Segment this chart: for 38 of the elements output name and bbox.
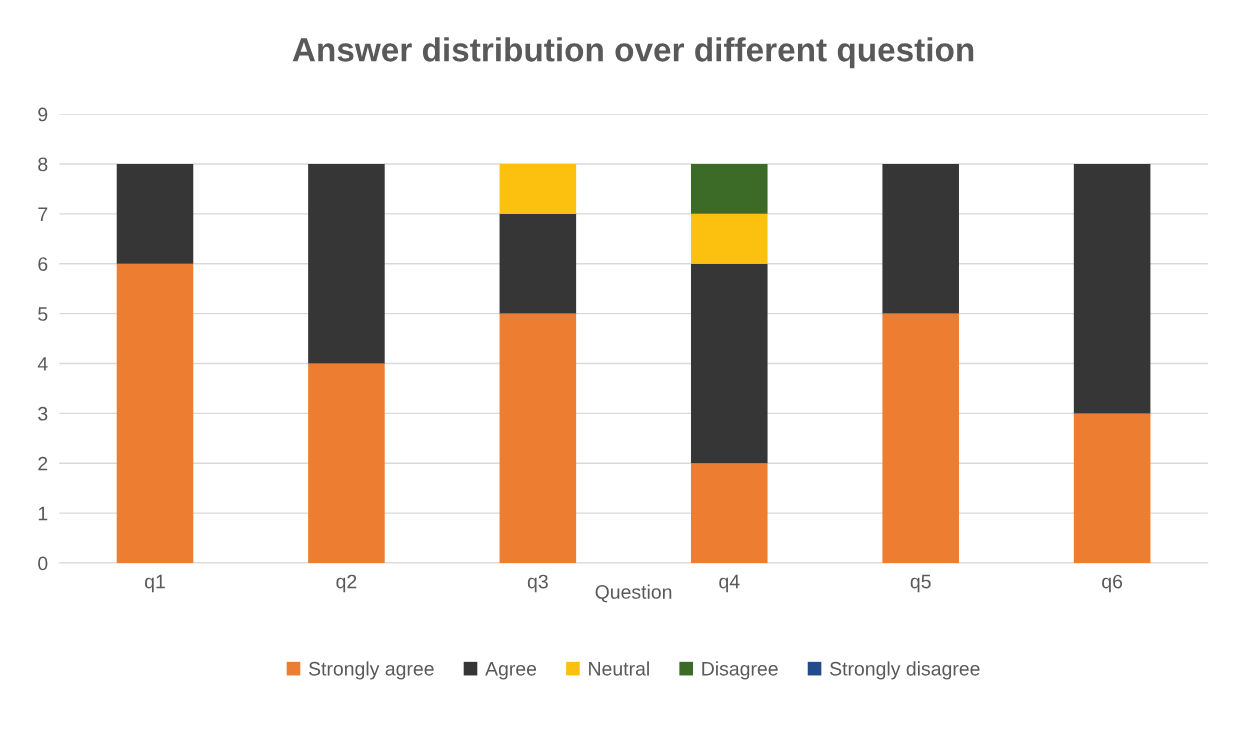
y-tick-label: 1 [38, 506, 48, 521]
x-tick-label: q1 [145, 574, 165, 593]
y-tick-label: 7 [38, 207, 48, 221]
y-tick-label: 2 [38, 456, 48, 471]
x-tick-label: q6 [1102, 574, 1123, 593]
bar [1073, 163, 1151, 414]
bar [882, 313, 959, 564]
y-tick-label: 6 [38, 257, 48, 271]
bar [499, 213, 577, 314]
y-tick-label: 9 [38, 107, 48, 122]
x-tick-label: q2 [336, 574, 357, 593]
legend-label: Agree [485, 662, 537, 680]
y-tick-label: 4 [37, 357, 48, 371]
y-tick-label: 5 [38, 307, 48, 321]
bar [690, 213, 768, 264]
bar [690, 463, 768, 564]
chart-title: Answer distribution over different question [292, 37, 974, 69]
legend-label: Neutral [589, 661, 649, 676]
legend-label: Strongly agree [308, 661, 434, 680]
x-tick-label: q4 [719, 574, 740, 593]
bar [882, 163, 959, 314]
bar [308, 363, 385, 564]
bar [499, 163, 577, 214]
x-axis-title: Question [595, 584, 672, 603]
bar [308, 163, 385, 364]
bar [116, 263, 194, 564]
y-tick-label: 0 [38, 556, 48, 571]
bar [1073, 413, 1151, 564]
bar [116, 163, 194, 264]
bar [690, 163, 768, 214]
x-tick-label: q3 [527, 574, 548, 593]
bar [499, 313, 577, 564]
y-tick-label: 3 [38, 406, 48, 421]
legend-label: Disagree [702, 661, 778, 680]
bar [690, 263, 768, 464]
x-tick-label: q5 [910, 574, 931, 593]
y-tick-label: 8 [38, 157, 48, 172]
legend-label: Strongly disagree [830, 661, 980, 680]
